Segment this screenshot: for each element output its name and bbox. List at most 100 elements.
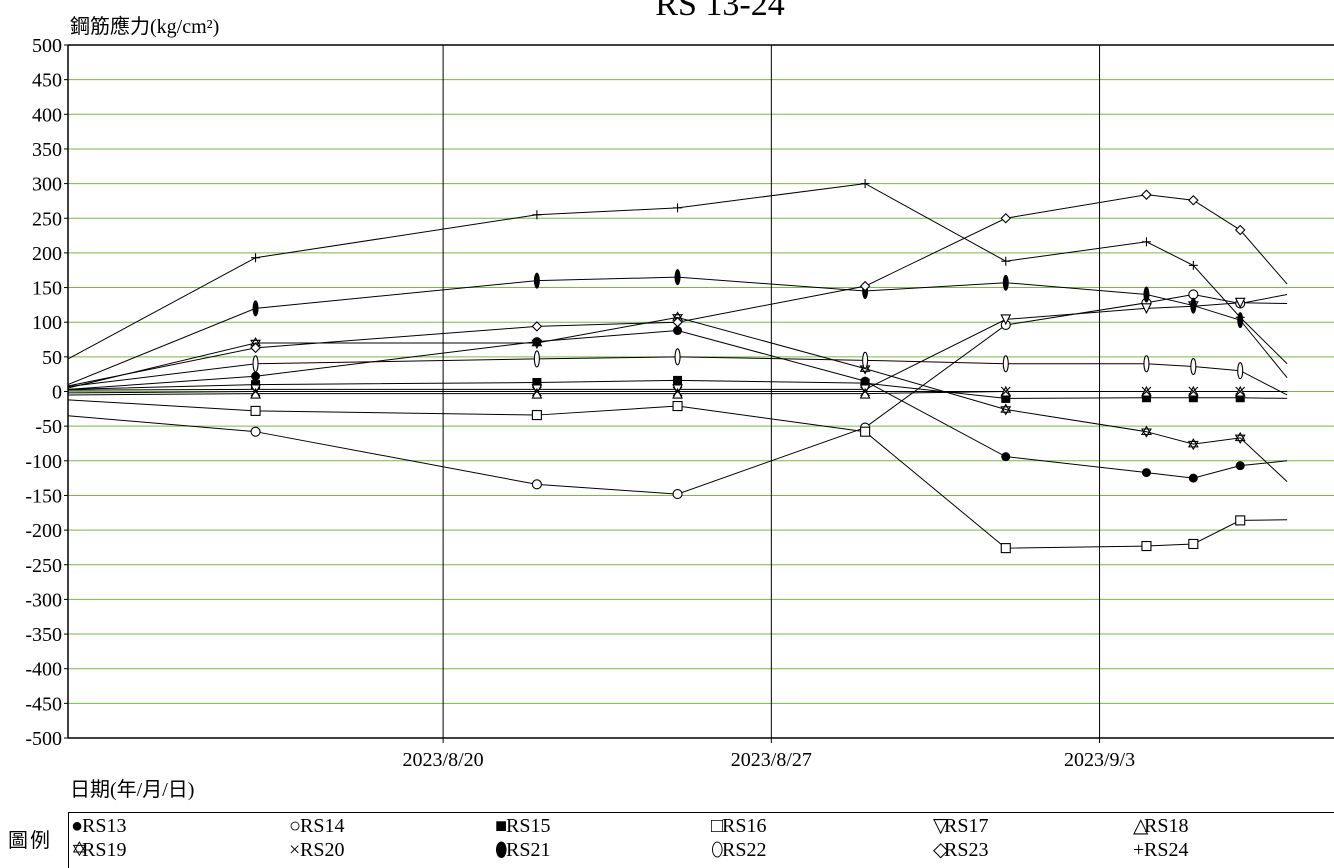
legend: ●RS13 ○RS14 ■RS15 □RS16 ▽RS17 △RS18 ✡RS19 ×RS20… (68, 812, 1334, 868)
x-tick-label: 2023/8/27 (731, 749, 812, 771)
legend-title: 圖例 (8, 830, 52, 852)
marker-rs17 (1141, 303, 1152, 315)
marker-rs23 (1234, 224, 1246, 236)
marker-rs22 (1190, 358, 1197, 376)
legend-item-rs24: +RS24 (1133, 839, 1188, 861)
marker-rs19 (1140, 425, 1152, 438)
marker-rs22 (1143, 355, 1150, 373)
x-tick-label: 2023/8/20 (403, 749, 484, 771)
marker-rs24 (673, 203, 683, 213)
marker-rs13 (1235, 461, 1245, 471)
series-line-rs17 (67, 302, 1288, 391)
legend-item-rs20: ×RS20 (289, 839, 344, 861)
legend-symbol: △ (1133, 815, 1149, 837)
marker-rs22 (674, 348, 681, 366)
y-tick-label: 150 (32, 278, 62, 300)
marker-rs24 (1141, 237, 1151, 247)
marker-rs20 (1141, 386, 1152, 397)
marker-rs22 (862, 351, 869, 369)
marker-rs19 (1234, 431, 1246, 444)
y-tick-label: -350 (25, 624, 62, 646)
y-tick-label: 200 (32, 243, 62, 265)
legend-label: RS17 (944, 815, 989, 837)
y-tick-label: -50 (35, 416, 62, 438)
marker-rs21 (252, 300, 259, 317)
marker-rs24 (860, 179, 870, 189)
marker-rs20 (532, 386, 542, 397)
marker-rs15 (673, 375, 683, 385)
legend-label: RS23 (944, 839, 989, 861)
cross-part (1141, 386, 1152, 397)
marker-rs24 (1001, 256, 1011, 266)
series-line-rs21 (67, 276, 1288, 386)
marker-rs13 (1001, 452, 1011, 462)
y-tick-label: 500 (32, 35, 62, 57)
marker-rs23 (250, 342, 261, 354)
legend-symbol: ○ (289, 815, 302, 837)
star-part (1234, 431, 1246, 442)
series-line-rs16 (67, 399, 1288, 549)
marker-rs15 (532, 377, 542, 387)
legend-symbol: ⬮ (495, 839, 508, 861)
star-part (1140, 428, 1152, 438)
legend-item-rs21: ⬮RS21 (495, 839, 550, 861)
y-tick-label: 350 (32, 139, 62, 161)
legend-label: RS14 (300, 815, 345, 837)
legend-item-rs17: ▽RS17 (933, 815, 988, 837)
legend-symbol: ✡ (71, 839, 88, 861)
series-line-rs24 (67, 183, 1288, 365)
x-axis-label: 日期(年/月/日) (70, 779, 195, 801)
x-tick-label: 2023/9/3 (1064, 749, 1135, 771)
legend-symbol: ● (71, 815, 84, 837)
legend-label: RS15 (506, 815, 551, 837)
marker-rs21 (1190, 297, 1197, 314)
y-tick-label: -500 (25, 728, 62, 750)
series-line-rs23 (67, 194, 1288, 387)
legend-symbol: + (1133, 839, 1145, 861)
marker-rs23 (531, 321, 543, 332)
marker-rs16 (1141, 540, 1152, 552)
marker-rs23 (1188, 194, 1199, 206)
y-axis-label: 鋼筋應力(kg/cm²) (70, 16, 220, 38)
marker-rs21 (1002, 274, 1009, 291)
legend-label: RS13 (82, 815, 127, 837)
marker-rs23 (859, 280, 871, 292)
marker-rs13 (673, 326, 683, 336)
series-line-rs22 (67, 356, 1288, 396)
marker-rs21 (1143, 286, 1150, 303)
marker-rs13 (1188, 473, 1198, 483)
marker-rs15 (1001, 393, 1011, 403)
legend-item-rs16: □RS16 (711, 815, 766, 837)
series-markers (250, 179, 1246, 554)
y-tick-label: -100 (25, 451, 62, 473)
legend-symbol: ▽ (933, 815, 949, 837)
marker-rs16 (1235, 515, 1246, 526)
marker-rs15 (860, 378, 870, 388)
marker-rs21 (674, 269, 681, 286)
marker-rs13 (1141, 468, 1151, 478)
legend-item-rs19: ✡RS19 (71, 839, 126, 861)
legend-label: RS19 (82, 839, 127, 861)
marker-rs15 (1141, 393, 1151, 403)
y-tick-label: 50 (42, 347, 62, 369)
marker-rs16 (1188, 538, 1199, 550)
y-tick-label: -450 (25, 693, 62, 715)
legend-item-rs23: ◇RS23 (933, 839, 988, 861)
cross-part (250, 386, 261, 397)
marker-rs19 (1187, 438, 1199, 451)
legend-label: RS18 (1144, 815, 1189, 837)
star-part (859, 362, 871, 372)
marker-rs22 (252, 355, 259, 373)
marker-rs20 (1000, 386, 1011, 397)
marker-rs20 (250, 386, 261, 397)
legend-label: RS24 (1144, 839, 1189, 861)
legend-item-rs13: ●RS13 (71, 815, 126, 837)
series-line-rs14 (67, 293, 1288, 495)
y-tick-label: -200 (25, 520, 62, 542)
marker-rs16 (531, 410, 542, 421)
legend-label: RS21 (506, 839, 551, 861)
marker-rs23 (1000, 212, 1012, 224)
y-tick-label: 100 (32, 312, 62, 334)
marker-rs23 (672, 316, 683, 328)
